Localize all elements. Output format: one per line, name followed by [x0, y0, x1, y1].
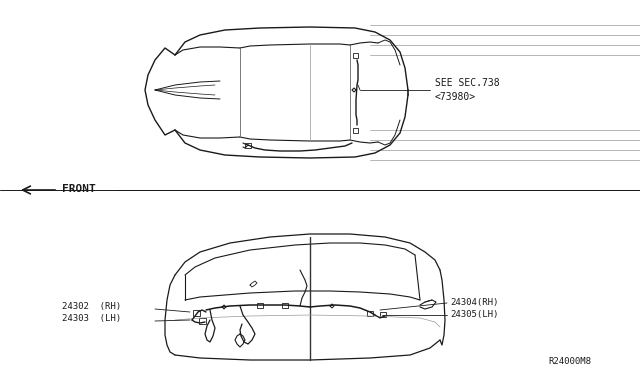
- Bar: [257, 302, 263, 308]
- Text: SEE SEC.738
<73980>: SEE SEC.738 <73980>: [435, 78, 500, 102]
- Text: R24000M8: R24000M8: [548, 357, 591, 366]
- Bar: [282, 302, 288, 308]
- Text: 24304(RH): 24304(RH): [450, 298, 499, 307]
- Bar: [245, 142, 251, 148]
- Text: 24305(LH): 24305(LH): [450, 310, 499, 318]
- Text: 24302  (RH): 24302 (RH): [62, 301, 121, 311]
- Bar: [380, 311, 386, 317]
- Bar: [198, 318, 205, 324]
- Bar: [353, 52, 358, 58]
- Text: 24303  (LH): 24303 (LH): [62, 314, 121, 323]
- Bar: [367, 311, 373, 315]
- Text: FRONT: FRONT: [62, 184, 96, 194]
- Bar: [353, 128, 358, 132]
- Bar: [193, 310, 200, 316]
